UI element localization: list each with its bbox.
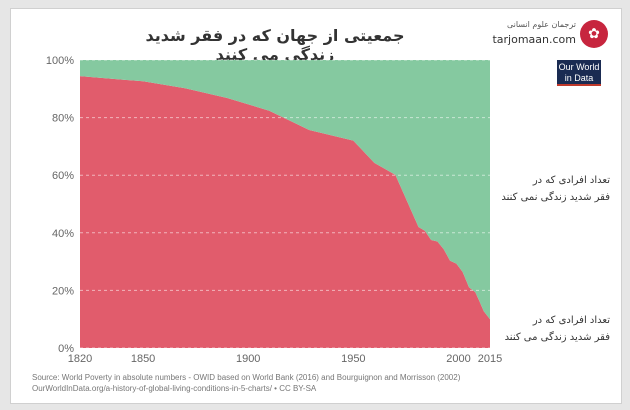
legend-not-poor-line2: فقر شدید زندگی نمی کنند xyxy=(501,192,610,203)
brand-name: ترجمان علوم انسانی xyxy=(506,20,576,29)
y-tick-label: 80% xyxy=(52,113,74,125)
x-tick-label: 2015 xyxy=(478,353,502,365)
legend-poor-line1: تعداد افرادی که در xyxy=(532,315,610,326)
y-tick-label: 60% xyxy=(52,170,74,182)
x-tick-label: 2000 xyxy=(446,353,470,365)
legend-poor-line2: فقر شدید زندگی می کنند xyxy=(504,332,610,343)
source-note: Source: World Poverty in absolute number… xyxy=(32,372,512,394)
x-tick-label: 1820 xyxy=(68,353,92,365)
grid-overlay xyxy=(80,59,490,349)
brand-logo-icon: ✿ xyxy=(580,20,608,48)
legend-not-poor: تعداد افرادی که در فقر شدید زندگی نمی کن… xyxy=(482,172,610,206)
x-tick-label: 1900 xyxy=(236,353,260,365)
brand-block[interactable]: ✿ ترجمان علوم انسانی tarjomaan.com xyxy=(490,18,608,54)
legend-not-poor-line1: تعداد افرادی که در xyxy=(532,175,610,186)
brand-site[interactable]: tarjomaan.com xyxy=(492,33,576,46)
x-tick-label: 1950 xyxy=(341,353,365,365)
legend-poor: تعداد افرادی که در فقر شدید زندگی می کنن… xyxy=(482,312,610,346)
y-tick-label: 20% xyxy=(52,285,74,297)
y-tick-label: 0% xyxy=(58,343,74,355)
legend-not-poor-swatch xyxy=(482,189,488,191)
x-axis-ticks: 1820 1850 1900 1950 2000 2015 xyxy=(68,353,502,365)
y-tick-label: 100% xyxy=(46,55,74,67)
source-line1: Source: World Poverty in absolute number… xyxy=(32,373,461,382)
owid-logo[interactable]: Our World in Data xyxy=(557,60,601,86)
area-series-0 xyxy=(80,76,490,349)
owid-logo-line1: Our World xyxy=(558,62,600,72)
chart-areas xyxy=(80,60,490,349)
source-line2[interactable]: OurWorldInData.org/a-history-of-global-l… xyxy=(32,384,317,393)
chart-title: جمعیتی از جهان که در فقر شدید زندگی می ک… xyxy=(145,26,405,64)
x-tick-label: 1850 xyxy=(131,353,155,365)
area-series-1 xyxy=(80,60,490,320)
y-tick-label: 40% xyxy=(52,228,74,240)
legend-poor-swatch xyxy=(482,329,488,331)
owid-logo-line2: in Data xyxy=(564,73,594,83)
y-axis-ticks: 0% 20% 40% 60% 80% 100% xyxy=(46,55,74,355)
